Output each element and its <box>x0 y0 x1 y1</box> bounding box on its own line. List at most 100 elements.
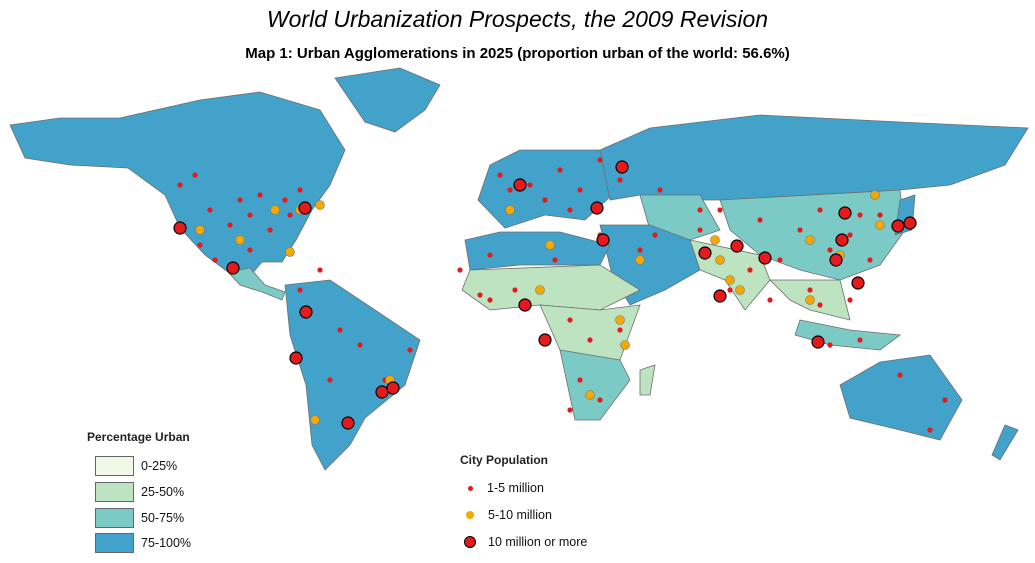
city-marker-small <box>617 177 623 183</box>
urban-legend-title: Percentage Urban <box>87 430 190 444</box>
medium-city-dot-icon <box>466 511 474 519</box>
region-madagascar <box>639 364 656 396</box>
region-indonesia <box>794 319 902 351</box>
urban-legend-item: 75-100% <box>95 533 191 553</box>
region-north-africa <box>464 231 611 271</box>
city-marker-small <box>927 427 933 433</box>
city-marker-small <box>827 247 833 253</box>
city-marker-medium <box>285 247 295 257</box>
region-central-america <box>227 267 286 301</box>
city-marker-medium <box>615 315 625 325</box>
city-marker-small <box>542 197 548 203</box>
city-marker-medium <box>725 275 735 285</box>
city-marker-small <box>797 227 803 233</box>
city-marker-mega <box>298 201 312 215</box>
city-marker-medium <box>715 255 725 265</box>
city-marker-small <box>407 347 413 353</box>
city-marker-medium <box>195 225 205 235</box>
city-marker-small <box>227 222 233 228</box>
city-marker-small <box>512 287 518 293</box>
city-marker-small <box>697 227 703 233</box>
small-city-dot-icon <box>468 485 473 491</box>
city-marker-mega <box>518 298 532 312</box>
city-marker-medium <box>315 200 325 210</box>
city-marker-medium <box>505 205 515 215</box>
city-marker-small <box>237 197 243 203</box>
city-marker-mega <box>615 160 629 174</box>
swatch-2 <box>95 508 134 528</box>
city-marker-small <box>747 267 753 273</box>
city-legend-item: 5-10 million <box>466 508 552 522</box>
city-marker-mega <box>341 416 355 430</box>
city-marker-medium <box>545 240 555 250</box>
map-title: World Urbanization Prospects, the 2009 R… <box>266 6 769 32</box>
city-marker-small <box>212 257 218 263</box>
city-marker-small <box>727 287 733 293</box>
city-marker-small <box>597 397 603 403</box>
region-new-zealand <box>991 424 1019 461</box>
city-marker-small <box>247 212 253 218</box>
city-marker-mega <box>758 251 772 265</box>
city-marker-mega <box>386 381 400 395</box>
city-marker-mega <box>829 253 843 267</box>
region-europe <box>477 149 613 229</box>
city-marker-medium <box>535 285 545 295</box>
city-marker-small <box>197 242 203 248</box>
city-marker-mega <box>226 261 240 275</box>
city-marker-small <box>617 327 623 333</box>
city-marker-small <box>807 287 813 293</box>
city-marker-small <box>487 297 493 303</box>
city-marker-small <box>847 232 853 238</box>
city-marker-small <box>777 257 783 263</box>
city-marker-small <box>567 317 573 323</box>
city-marker-medium <box>870 190 880 200</box>
city-marker-medium <box>310 415 320 425</box>
city-marker-small <box>847 297 853 303</box>
city-marker-small <box>257 192 263 198</box>
city-marker-mega <box>375 385 389 399</box>
city-marker-small <box>527 182 533 188</box>
city-marker-medium <box>585 390 595 400</box>
city-marker-small <box>507 187 513 193</box>
city-marker-medium <box>805 235 815 245</box>
city-marker-small <box>327 377 333 383</box>
city-marker-mega <box>811 335 825 349</box>
city-marker-small <box>267 227 273 233</box>
swatch-3 <box>95 533 134 553</box>
city-marker-small <box>297 287 303 293</box>
city-marker-medium <box>875 220 885 230</box>
city-marker-small <box>697 207 703 213</box>
city-marker-small <box>247 247 253 253</box>
city-marker-small <box>357 342 363 348</box>
city-marker-small <box>597 157 603 163</box>
city-marker-small <box>552 257 558 263</box>
city-marker-small <box>497 172 503 178</box>
urban-legend-item: 50-75% <box>95 508 184 528</box>
region-southern-africa <box>559 349 631 421</box>
city-marker-medium <box>620 340 630 350</box>
city-legend-item: 10 million or more <box>464 535 587 549</box>
city-marker-small <box>577 187 583 193</box>
city-marker-small <box>477 292 483 298</box>
city-marker-small <box>207 207 213 213</box>
urban-legend-item: 0-25% <box>95 456 177 476</box>
city-marker-small <box>192 172 198 178</box>
city-marker-small <box>297 187 303 193</box>
region-australia <box>839 354 963 441</box>
city-legend-item: 1-5 million <box>466 481 544 495</box>
city-marker-small <box>817 207 823 213</box>
city-marker-medium <box>735 285 745 295</box>
city-marker-small <box>652 232 658 238</box>
region-asia-north <box>599 114 1029 201</box>
city-marker-small <box>457 267 463 273</box>
city-marker-mega <box>698 246 712 260</box>
city-marker-small <box>317 267 323 273</box>
city-marker-small <box>857 212 863 218</box>
city-marker-mega <box>713 289 727 303</box>
city-legend-title: City Population <box>460 453 548 467</box>
map-subtitle: Map 1: Urban Agglomerations in 2025 (pro… <box>245 45 790 62</box>
region-greenland <box>334 67 441 133</box>
city-marker-small <box>757 217 763 223</box>
